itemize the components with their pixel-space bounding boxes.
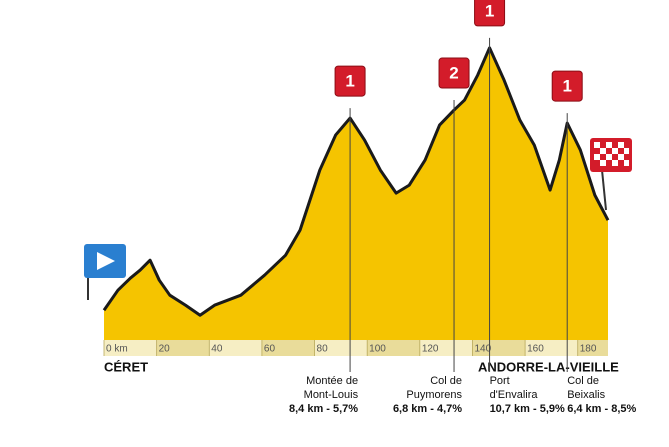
climb-name: Col de: [430, 375, 462, 387]
x-tick-label: 120: [422, 344, 439, 355]
climb-name: Beixalis: [567, 389, 605, 401]
axis-band: [472, 340, 526, 356]
x-tick-label: 140: [474, 344, 491, 355]
climb-name: Col de: [567, 375, 599, 387]
axis-band: [104, 340, 157, 356]
start-label: CÉRET: [104, 359, 148, 374]
x-tick-label: 20: [159, 344, 171, 355]
axis-band: [419, 340, 473, 356]
axis-band: [367, 340, 420, 356]
climb-stats: 10,7 km - 5,9%: [490, 403, 565, 415]
climb-stats: 8,4 km - 5,7%: [289, 403, 358, 415]
axis-band: [261, 340, 315, 356]
category-label: 1: [485, 1, 494, 20]
axis-band: [156, 340, 210, 356]
climb-name: Puymorens: [406, 389, 462, 401]
category-sign: [438, 57, 470, 89]
category-label: 1: [345, 72, 354, 91]
climb-name: Montée de: [306, 375, 358, 387]
x-tick-label: 80: [317, 344, 329, 355]
axis-band: [577, 340, 608, 356]
axis-band: [525, 340, 578, 356]
category-sign: [474, 0, 506, 27]
x-tick-label: 100: [369, 344, 386, 355]
profile-line: [102, 46, 610, 317]
x-tick-label: 60: [264, 344, 276, 355]
finish-flag: [590, 138, 632, 211]
climb-name: Port: [490, 375, 510, 387]
climb-name: Mont-Louis: [304, 389, 359, 401]
x-tick-label: 160: [527, 344, 544, 355]
climb-stats: 6,4 km - 8,5%: [567, 403, 636, 415]
category-sign: [334, 65, 366, 97]
start-flag: [84, 244, 126, 300]
x-tick-label: 40: [211, 344, 223, 355]
climb-name: d'Envalira: [490, 389, 539, 401]
profile-area: [104, 47, 608, 340]
climb-stats: 6,8 km - 4,7%: [393, 403, 462, 415]
finish-label: ANDORRE-LA-VIEILLE: [478, 359, 619, 374]
category-sign: [551, 70, 583, 102]
x-tick-label: 0 km: [106, 344, 128, 355]
axis-band: [209, 340, 262, 356]
axis-band: [314, 340, 368, 356]
category-label: 1: [562, 77, 571, 96]
category-label: 2: [449, 64, 458, 83]
x-tick-label: 180: [580, 344, 597, 355]
